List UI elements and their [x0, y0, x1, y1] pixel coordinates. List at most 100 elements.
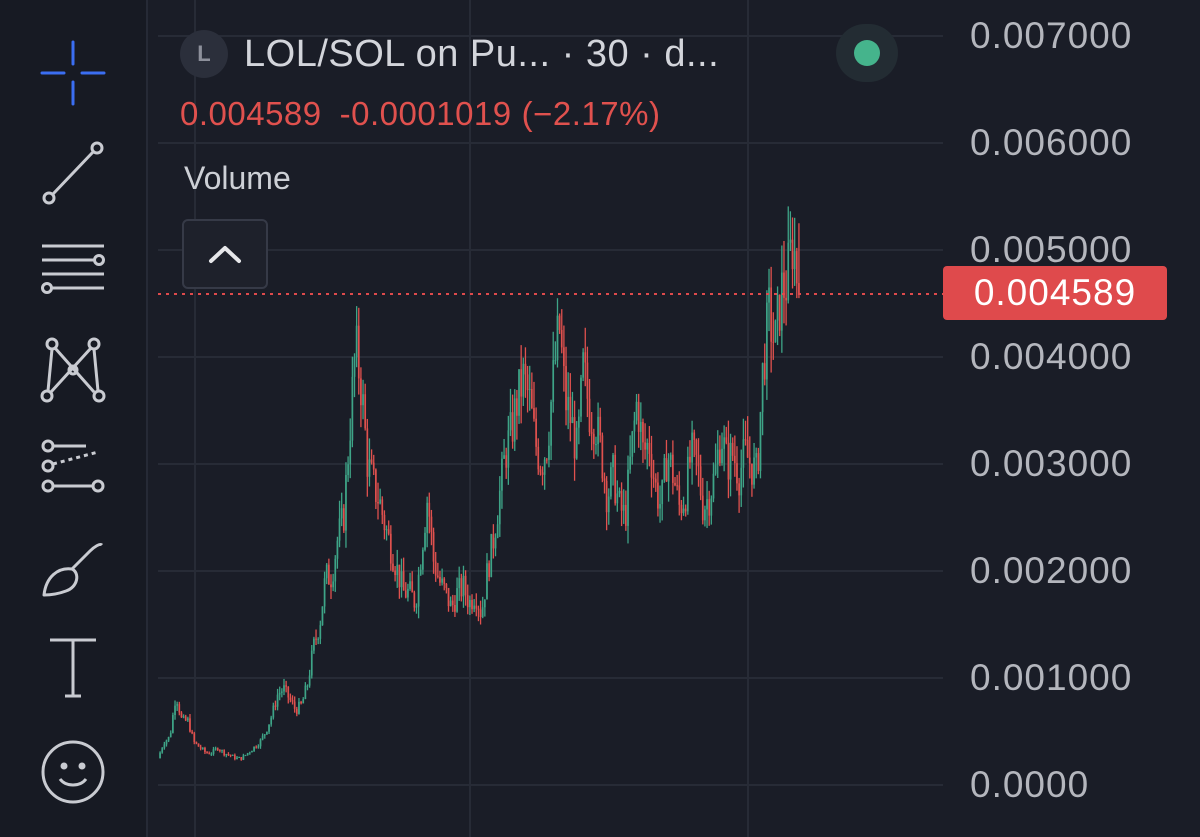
- candle-body: [682, 508, 685, 514]
- candle-body: [300, 701, 302, 704]
- candle-body: [364, 394, 367, 429]
- candle-body: [212, 749, 215, 754]
- candle-body: [629, 456, 631, 470]
- candle-body: [642, 421, 644, 443]
- candle-body: [255, 746, 258, 748]
- candle-body: [340, 508, 343, 519]
- candle-body: [616, 493, 619, 504]
- candle-body: [513, 398, 516, 442]
- candle-body: [518, 369, 520, 416]
- candle-body: [605, 480, 608, 513]
- horizontal-lines-tool[interactable]: [28, 226, 118, 316]
- candle-body: [434, 561, 437, 576]
- candle-body: [509, 412, 512, 431]
- candle-body: [413, 592, 416, 608]
- trend-line-tool[interactable]: [28, 127, 118, 217]
- symbol-legend[interactable]: L LOL/SOL on Pu... · 30 · d...: [180, 28, 719, 80]
- text-tool[interactable]: [28, 622, 118, 712]
- price-change-percent: (−2.17%): [521, 95, 661, 132]
- candle-body: [351, 376, 354, 441]
- candle-body: [693, 432, 696, 440]
- candle-body: [454, 604, 456, 612]
- market-status-indicator[interactable]: [836, 24, 898, 82]
- candle-body: [490, 534, 493, 577]
- candle-body: [545, 459, 548, 461]
- candle-body: [332, 581, 334, 588]
- candle-body: [650, 453, 653, 478]
- candle-body: [370, 459, 373, 463]
- candle-body: [163, 744, 166, 749]
- candle-body: [231, 755, 234, 757]
- price-chart[interactable]: [158, 0, 1200, 837]
- candle-body: [193, 733, 196, 742]
- candle-body: [755, 453, 758, 458]
- drawing-toolbar: [0, 0, 148, 837]
- candle-body: [492, 534, 495, 549]
- current-price-label: 0.004589: [943, 266, 1167, 320]
- candle-body: [263, 734, 266, 736]
- emoji-icon: [41, 740, 105, 804]
- candle-body: [419, 569, 422, 575]
- candle-body: [174, 705, 176, 716]
- brush-tool[interactable]: [28, 523, 118, 613]
- candle-body: [586, 362, 589, 399]
- candle-body: [319, 625, 322, 639]
- candle-body: [539, 469, 542, 473]
- candle-body: [443, 578, 446, 584]
- candle-body: [466, 595, 469, 608]
- candle-body: [620, 490, 623, 511]
- candle-body: [639, 421, 642, 432]
- prediction-tool[interactable]: [28, 424, 118, 514]
- volume-indicator-label[interactable]: Volume: [184, 160, 291, 196]
- candle-body: [347, 464, 349, 475]
- candle-body: [411, 581, 414, 593]
- candle-body: [441, 578, 443, 583]
- chart-area[interactable]: [158, 0, 1200, 837]
- candle-body: [456, 588, 458, 612]
- symbol-title[interactable]: LOL/SOL on Pu... · 30 · d...: [244, 32, 720, 75]
- candle-body: [385, 529, 388, 531]
- candle-body: [590, 432, 593, 434]
- candle-body: [387, 529, 390, 534]
- candle-body: [338, 518, 341, 541]
- candle-body: [268, 724, 270, 732]
- candle-body: [603, 478, 606, 481]
- candle-body: [697, 454, 700, 467]
- candle-body: [601, 435, 604, 479]
- candle-body: [610, 467, 612, 497]
- candle-body: [738, 483, 740, 496]
- candle-body: [588, 398, 591, 433]
- candle-body: [323, 578, 326, 607]
- candle-body: [633, 420, 636, 432]
- candle-body: [295, 708, 298, 714]
- candle-body: [451, 600, 454, 605]
- crosshair-tool[interactable]: [28, 28, 118, 118]
- candle-body: [494, 537, 497, 549]
- candle-body: [182, 716, 185, 718]
- candle-body: [759, 412, 762, 471]
- collapse-legend-button[interactable]: [182, 219, 268, 289]
- candle-body: [460, 578, 463, 597]
- candle-body: [368, 459, 371, 477]
- emoji-tool[interactable]: [28, 727, 118, 817]
- candle-body: [686, 456, 689, 512]
- candle-body: [486, 563, 488, 600]
- candle-body: [757, 453, 760, 471]
- candle-body: [184, 716, 187, 721]
- candle-body: [607, 496, 610, 513]
- candle-body: [225, 754, 228, 756]
- candle-body: [505, 455, 508, 468]
- price-change-row: 0.004589 -0.0001019 (−2.17%): [180, 95, 660, 133]
- candle-body: [637, 401, 640, 432]
- candle-body: [751, 463, 753, 485]
- candle-body: [306, 685, 309, 687]
- candle-body: [565, 366, 567, 411]
- candle-body: [627, 469, 629, 526]
- candle-body: [657, 482, 659, 509]
- candle-body: [774, 320, 777, 342]
- candle-body: [599, 416, 602, 436]
- candle-body: [404, 590, 407, 598]
- status-dot-icon: [854, 40, 880, 66]
- pattern-tool[interactable]: [28, 325, 118, 415]
- candle-body: [791, 239, 794, 270]
